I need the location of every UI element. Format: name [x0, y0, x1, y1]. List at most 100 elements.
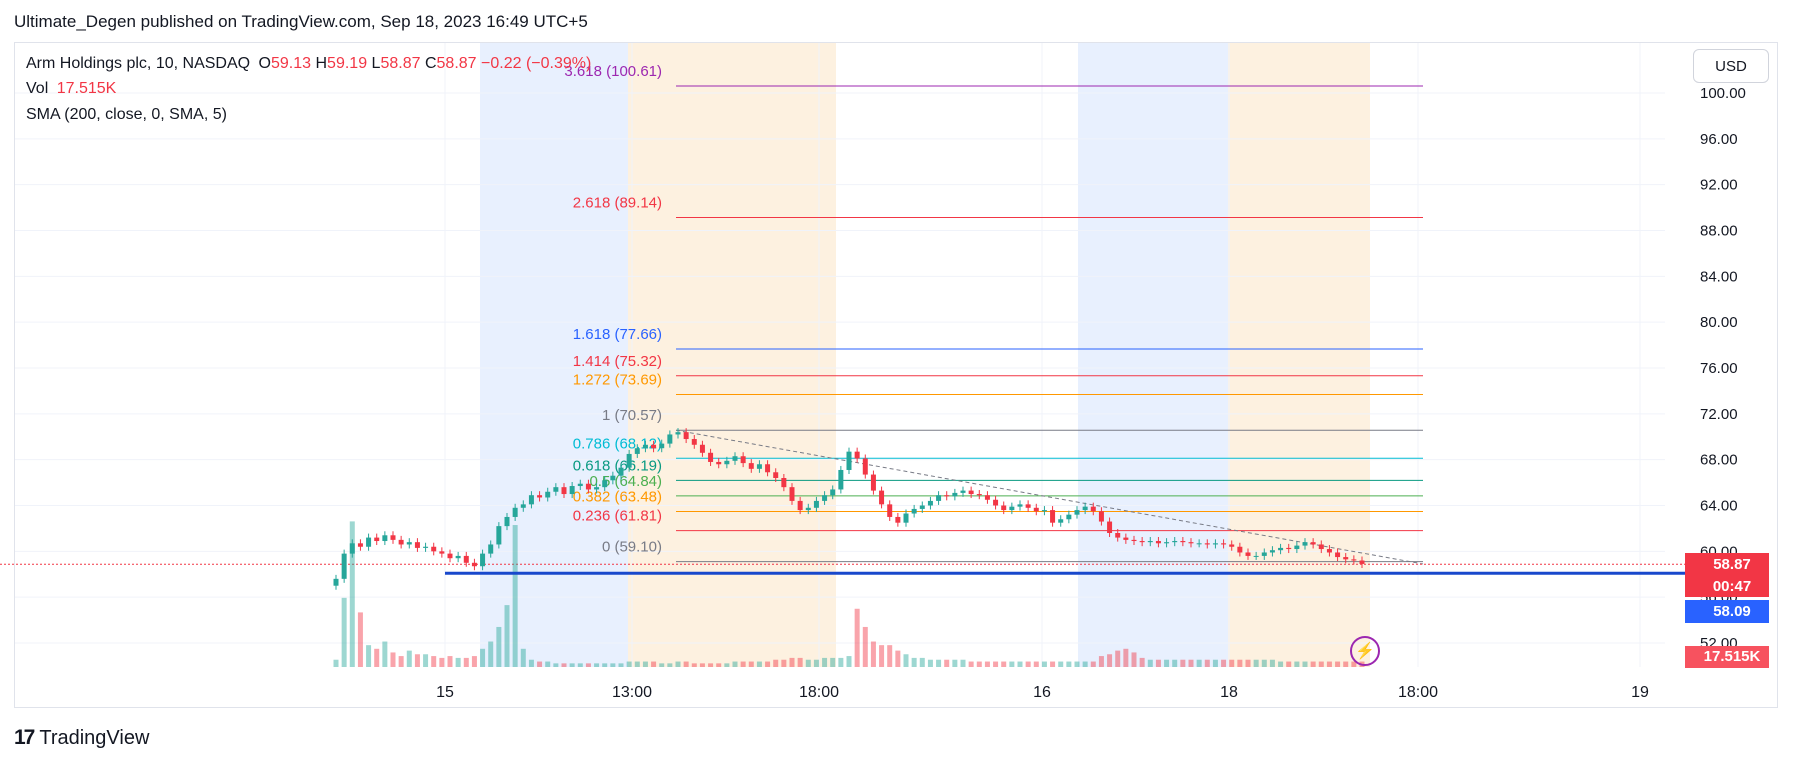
- symbol-title[interactable]: Arm Holdings plc, 10, NASDAQ: [26, 55, 251, 72]
- candle-body: [911, 508, 917, 514]
- volume-bar: [1058, 661, 1064, 667]
- currency-button[interactable]: USD: [1693, 49, 1769, 83]
- volume-bar: [504, 605, 510, 667]
- volume-bar: [455, 657, 461, 667]
- close-value: 58.87: [436, 55, 477, 72]
- volume-bar: [1009, 661, 1015, 667]
- volume-tag: 17.515K: [1685, 646, 1769, 668]
- candle-body: [1066, 514, 1072, 520]
- volume-bar: [854, 608, 860, 667]
- session-band: [628, 43, 836, 667]
- volume-bar: [651, 661, 657, 667]
- volume-bar: [1050, 661, 1056, 667]
- volume-bar: [1172, 659, 1178, 667]
- candle-body: [333, 578, 339, 586]
- fib-level-label: 1.414 (75.32): [573, 353, 662, 370]
- volume-bar: [756, 661, 762, 667]
- volume-bar: [537, 661, 543, 667]
- session-band: [1078, 43, 1228, 667]
- volume-bar: [699, 663, 705, 667]
- volume-bar: [1335, 661, 1341, 667]
- volume-bar: [976, 661, 982, 667]
- volume-bar: [691, 663, 697, 667]
- candle-body: [455, 555, 461, 559]
- fib-level-label: 1.272 (73.69): [573, 371, 662, 388]
- volume-bar: [374, 648, 380, 667]
- y-tick-label: 64.00: [1700, 498, 1738, 515]
- volume-bar: [1253, 659, 1259, 667]
- fib-level-label: 0.5 (64.84): [589, 473, 662, 490]
- volume-bar: [545, 661, 551, 667]
- volume-bar: [1147, 659, 1153, 667]
- fib-level-label: 0.236 (61.81): [573, 508, 662, 525]
- candle-body: [813, 500, 819, 508]
- volume-bar: [618, 663, 624, 667]
- candle-body: [602, 480, 608, 488]
- candle-body: [740, 456, 746, 464]
- candle-body: [390, 535, 396, 540]
- volume-bar: [1180, 659, 1186, 667]
- volume-bar: [1245, 659, 1251, 667]
- volume-bar: [1107, 654, 1113, 667]
- volume-bar: [797, 657, 803, 667]
- volume-bar: [1074, 661, 1080, 667]
- fib-level-label: 3.618 (100.61): [564, 63, 662, 80]
- volume-bar: [626, 661, 632, 667]
- volume-bar: [414, 654, 420, 667]
- candle-body: [577, 483, 583, 487]
- sma-legend[interactable]: SMA (200, close, 0, SMA, 5): [26, 106, 227, 123]
- candle-body: [414, 542, 420, 548]
- candle-body: [406, 542, 412, 545]
- volume-bar: [520, 648, 526, 667]
- candle-body: [1188, 542, 1194, 544]
- candle-body: [870, 474, 876, 491]
- candle-body: [1090, 506, 1096, 512]
- volume-bar: [1090, 661, 1096, 667]
- volume-bar: [984, 661, 990, 667]
- x-tick-label: 15: [436, 684, 454, 701]
- last-price-tag: 58.87: [1685, 553, 1769, 577]
- candle-body: [1229, 544, 1235, 547]
- volume-bar: [463, 657, 469, 667]
- volume-bar: [813, 659, 819, 667]
- volume-bar: [423, 654, 429, 667]
- candle-body: [1155, 541, 1161, 544]
- candle-body: [993, 499, 999, 506]
- volume-bar: [773, 659, 779, 667]
- volume-bar: [341, 597, 347, 667]
- volume-bar: [1237, 659, 1243, 667]
- session-band: [480, 43, 628, 667]
- candle-body: [1335, 552, 1341, 558]
- volume-label[interactable]: Vol: [26, 80, 49, 97]
- brand-name: TradingView: [39, 726, 150, 749]
- candle-body: [716, 461, 722, 465]
- volume-bar: [1318, 661, 1324, 667]
- volume-bar: [642, 661, 648, 667]
- candle-body: [756, 464, 762, 469]
- candle-body: [903, 513, 909, 523]
- candle-body: [1253, 555, 1259, 557]
- x-tick-label: 16: [1033, 684, 1051, 701]
- chart-frame[interactable]: [14, 42, 1778, 708]
- ohlc-legend: Arm Holdings plc, 10, NASDAQ O59.13 H59.…: [26, 55, 591, 73]
- volume-bar: [366, 645, 372, 667]
- y-tick-label: 84.00: [1700, 268, 1738, 285]
- volume-bar: [577, 663, 583, 667]
- candle-body: [439, 551, 445, 554]
- candle-body: [1172, 541, 1178, 543]
- candle-body: [1098, 511, 1104, 522]
- candle-body: [952, 492, 958, 497]
- y-tick-label: 100.00: [1700, 85, 1746, 102]
- volume-bar: [1310, 661, 1316, 667]
- lightning-icon[interactable]: ⚡: [1350, 636, 1380, 666]
- candle-body: [423, 546, 429, 548]
- volume-bar: [561, 663, 567, 667]
- volume-bar: [357, 612, 363, 667]
- volume-bar: [805, 659, 811, 667]
- candle-body: [618, 467, 624, 476]
- publisher-line: Ultimate_Degen published on TradingView.…: [14, 12, 588, 31]
- volume-bar: [1025, 661, 1031, 667]
- candle-body: [1009, 506, 1015, 511]
- volume-bar: [765, 661, 771, 667]
